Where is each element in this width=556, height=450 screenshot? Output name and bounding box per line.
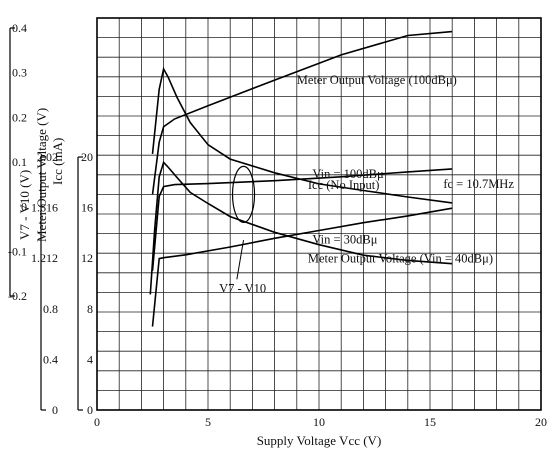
y-tick-label: 0 — [52, 403, 58, 417]
annotation-label: V7 - V10 — [219, 281, 266, 295]
annotation-label: Meter Output Voltage (100dBμ) — [297, 73, 457, 87]
series-line-4 — [151, 207, 453, 327]
y-tick-label: 16 — [81, 201, 93, 215]
chart-axes: 0 5 10 15 20 Supply Voltage Vcc (V) 0.4 0.3 0.2 0… — [8, 21, 547, 448]
series-line-0 — [151, 66, 453, 204]
y-tick-label: 0.8 — [43, 302, 58, 316]
chart-grid — [96, 17, 542, 411]
y-tick-label: 0.3 — [12, 66, 27, 80]
y-tick-label: 2.02 — [37, 150, 58, 164]
x-tick-label: 0 — [94, 415, 100, 429]
annotation-label: Meter Output Voltage (Vin = 40dBμ) — [308, 252, 493, 266]
y-tick-label: 0 — [21, 200, 27, 214]
y-axis-title-v7v10: V7 - V10 (V) — [17, 170, 32, 240]
y-tick-label: 0 — [87, 403, 93, 417]
y-tick-label: 0.2 — [12, 110, 27, 124]
series-line-2 — [151, 30, 453, 195]
y-tick-label: 20 — [81, 150, 93, 164]
y-tick-label: 0.4 — [43, 352, 58, 366]
series-pair-ellipse — [231, 165, 256, 223]
chart-annotations: Vin = 100dBμ Vin = 30dBμ V7 - V10 fc = 10.7… — [219, 73, 514, 295]
chart-series — [149, 30, 453, 327]
x-tick-label: 15 — [424, 415, 436, 429]
annotation-label: Icc (No Input) — [308, 178, 380, 192]
x-tick-label: 5 — [205, 415, 211, 429]
y-tick-label: 8 — [87, 302, 93, 316]
y-axis-title-meter: Meter Output Voltage (V) — [34, 108, 49, 242]
y-tick-label: -0.1 — [8, 244, 27, 258]
ellipse-leader-line — [236, 240, 245, 280]
y-tick-label: 0.4 — [12, 21, 27, 35]
series-line-3 — [151, 168, 453, 271]
y-tick-label: 4 — [87, 352, 93, 366]
annotation-label: Vin = 30dBμ — [312, 232, 377, 246]
x-axis-title: Supply Voltage Vcc (V) — [257, 433, 382, 448]
plot-frame — [96, 17, 542, 411]
annotation-label: fc = 10.7MHz — [443, 177, 514, 191]
x-tick-label: 10 — [313, 415, 325, 429]
annotation-label: Vin = 100dBμ — [312, 167, 384, 181]
x-tick-label: 20 — [535, 415, 547, 429]
y-axis-title-icc: Icc (mA) — [50, 138, 65, 185]
y-tick-label: 1.616 — [31, 201, 58, 215]
y-tick-label: -0.2 — [8, 289, 27, 303]
y-tick-label: 0.1 — [12, 155, 27, 169]
y-tick-label: 1.212 — [31, 251, 58, 265]
series-line-1 — [149, 160, 453, 295]
y-tick-label: 12 — [81, 251, 93, 265]
